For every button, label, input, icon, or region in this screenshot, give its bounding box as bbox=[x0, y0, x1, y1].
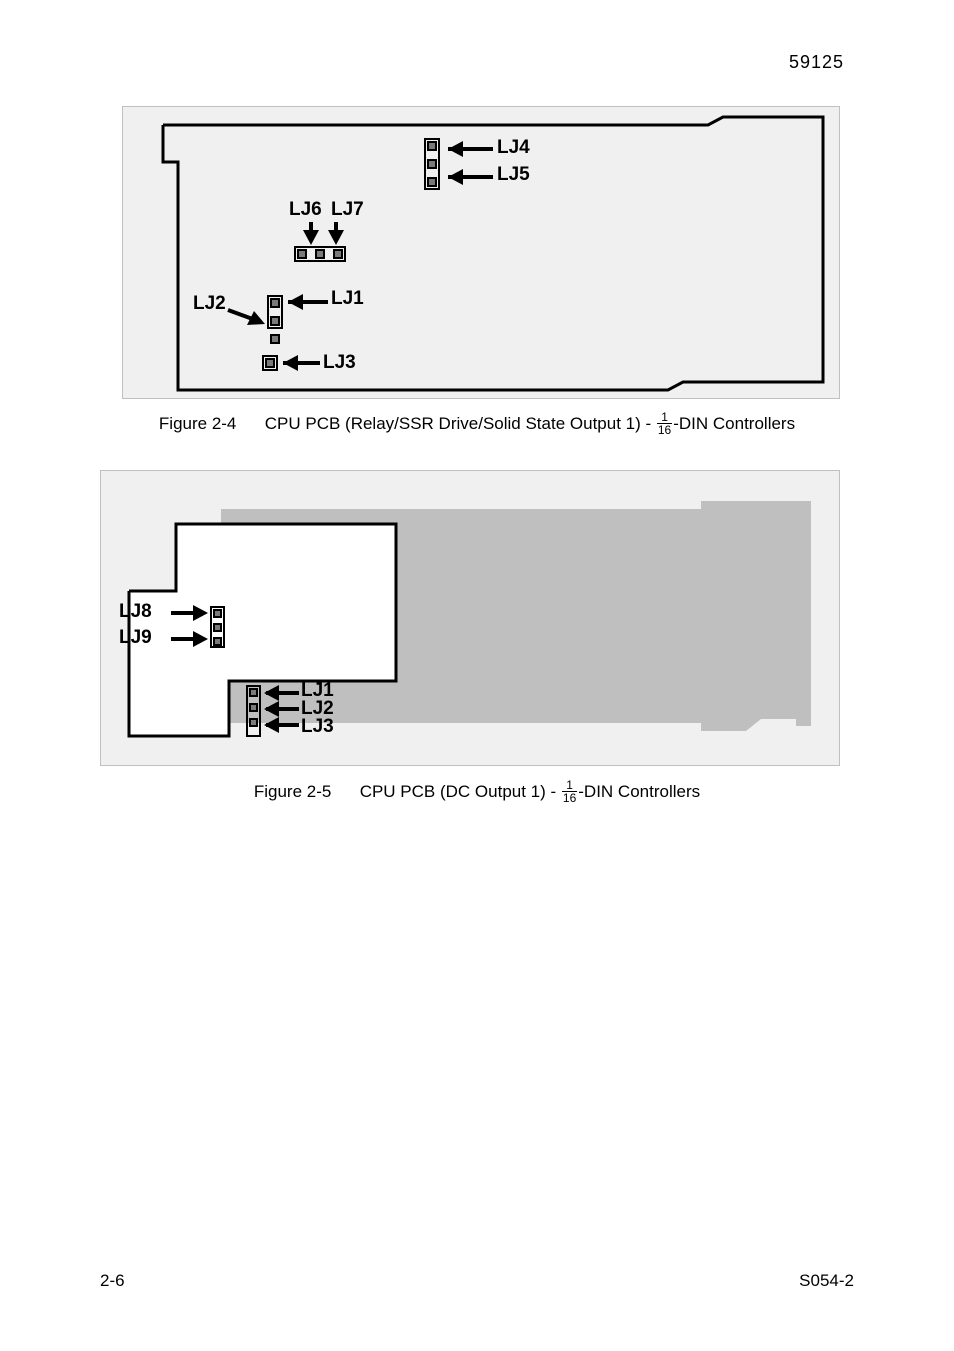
label-lj9: LJ9 bbox=[119, 627, 152, 649]
figure-2-5-caption: Figure 2-5 CPU PCB (DC Output 1) - 116-D… bbox=[0, 780, 954, 805]
label-lj2: LJ2 bbox=[193, 293, 226, 315]
caption2-before: CPU PCB (DC Output 1) - bbox=[360, 782, 561, 801]
label-lj1: LJ1 bbox=[331, 288, 364, 310]
label-lj3: LJ3 bbox=[323, 352, 356, 374]
figure-2-4-diagram bbox=[123, 107, 841, 400]
label-lj5: LJ5 bbox=[497, 164, 530, 186]
caption1-after: -DIN Controllers bbox=[673, 414, 795, 433]
caption2-after: -DIN Controllers bbox=[578, 782, 700, 801]
caption2-frac-den: 16 bbox=[562, 792, 577, 804]
caption1-fraction: 116 bbox=[657, 411, 672, 436]
label-lj4: LJ4 bbox=[497, 137, 530, 159]
caption1-before: CPU PCB (Relay/SSR Drive/Solid State Out… bbox=[265, 414, 656, 433]
caption2-fraction: 116 bbox=[562, 779, 577, 804]
figure-2-5-diagram bbox=[101, 471, 841, 767]
label-lj6: LJ6 bbox=[289, 199, 322, 221]
caption2-prefix: Figure 2-5 bbox=[254, 782, 331, 801]
figure-2-4-box: LJ4 LJ5 LJ6 LJ7 LJ1 LJ2 LJ3 bbox=[122, 106, 840, 399]
figure-2-5-box: LJ8 LJ9 LJ1 LJ2 LJ3 bbox=[100, 470, 840, 766]
caption1-prefix: Figure 2-4 bbox=[159, 414, 236, 433]
footer-doc-code: S054-2 bbox=[799, 1271, 854, 1291]
figure-2-4-caption: Figure 2-4 CPU PCB (Relay/SSR Drive/Soli… bbox=[0, 412, 954, 437]
footer-page-number: 2-6 bbox=[100, 1271, 125, 1291]
label-lj7: LJ7 bbox=[331, 199, 364, 221]
label-lj8: LJ8 bbox=[119, 601, 152, 623]
document-number: 59125 bbox=[789, 52, 844, 73]
label-lj3-b: LJ3 bbox=[301, 716, 334, 738]
caption1-frac-den: 16 bbox=[657, 424, 672, 436]
